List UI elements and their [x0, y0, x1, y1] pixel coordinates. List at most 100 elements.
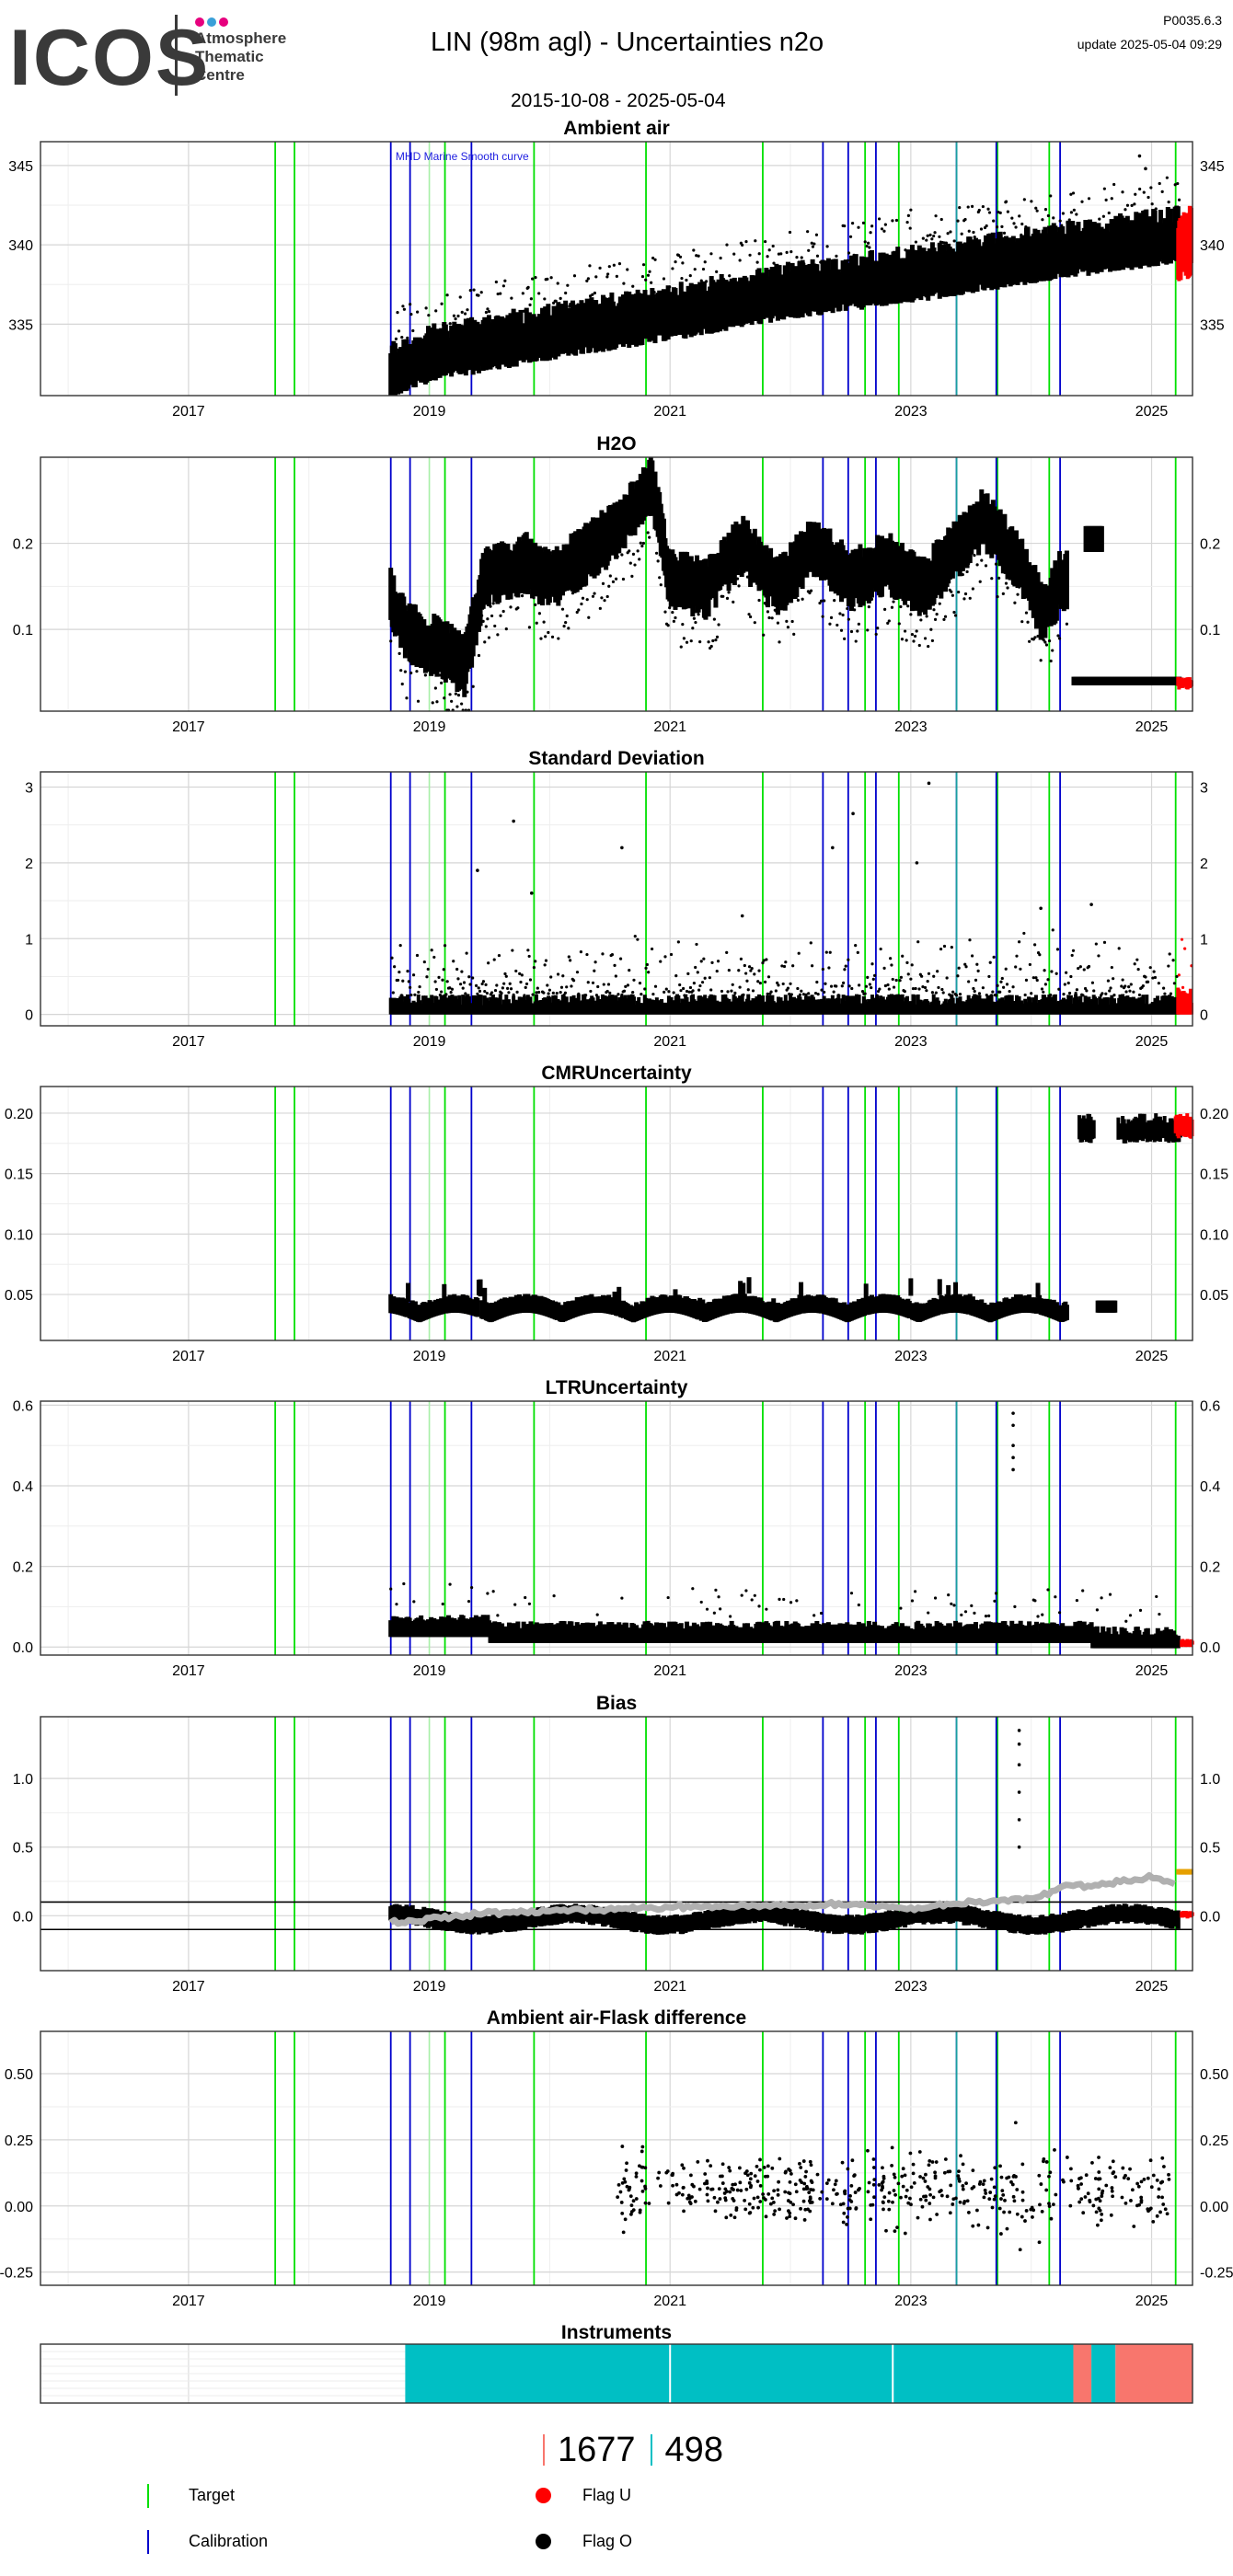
data-point [691, 989, 695, 993]
data-point [708, 976, 711, 980]
logo-subtitle-line: Atmosphere [195, 29, 287, 47]
data-point [607, 265, 611, 269]
data-point [942, 944, 947, 949]
x-tick-label: 2023 [894, 1349, 928, 1364]
data-point [1057, 1611, 1062, 1615]
data-point [503, 972, 507, 976]
data-point [879, 947, 882, 951]
data-point [1074, 991, 1077, 995]
data-point [606, 983, 611, 986]
data-point [870, 224, 874, 228]
data-point [970, 1604, 974, 1607]
data-series-flag-o [388, 457, 1182, 712]
data-point [486, 307, 490, 311]
data-point [1028, 962, 1031, 967]
data-point [441, 978, 444, 982]
data-point [700, 981, 705, 984]
data-point [559, 985, 564, 989]
data-point [847, 958, 850, 961]
version-label: P0035.6.3 [1163, 13, 1222, 28]
data-point [1080, 200, 1084, 203]
logo-dots-icon [195, 15, 231, 31]
data-point [865, 244, 869, 248]
data-point [754, 239, 757, 243]
data-point [523, 994, 526, 997]
y-tick-label-right: 0.10 [1200, 1227, 1228, 1243]
data-point [980, 558, 984, 562]
data-point [671, 267, 674, 270]
data-point [916, 940, 920, 944]
data-point [808, 591, 812, 595]
data-point [1071, 191, 1076, 195]
data-point [401, 305, 405, 308]
data-point [917, 643, 921, 648]
data-point [455, 705, 459, 708]
data-point [407, 980, 410, 983]
data-point [749, 615, 753, 619]
data-point [648, 270, 651, 273]
data-point [1173, 183, 1177, 187]
data-point [565, 985, 569, 989]
y-tick-label-right: -0.25 [1200, 2266, 1233, 2282]
data-point [738, 985, 742, 989]
data-point [613, 963, 616, 967]
data-point [591, 293, 594, 296]
data-point [1112, 182, 1116, 187]
data-point [883, 983, 887, 988]
data-point [823, 599, 826, 603]
data-point [843, 224, 847, 228]
data-point [1135, 958, 1139, 961]
data-point [802, 262, 806, 266]
data-point [513, 1603, 517, 1606]
data-point [697, 613, 700, 616]
data-point [778, 1597, 781, 1601]
data-point [562, 625, 566, 628]
data-point [528, 303, 532, 306]
data-point [1049, 993, 1053, 997]
data-point [967, 980, 971, 983]
data-point [870, 597, 874, 601]
data-point [668, 285, 672, 289]
data-point [587, 615, 591, 619]
data-point [667, 990, 671, 994]
data-band [738, 1281, 743, 1296]
data-point [899, 1606, 903, 1610]
data-point [1000, 224, 1004, 228]
data-point [958, 993, 962, 996]
data-point [454, 692, 457, 696]
data-point [767, 615, 771, 620]
data-point [1017, 1790, 1021, 1794]
data-point [624, 984, 628, 988]
data-point [890, 963, 893, 967]
data-point [935, 613, 939, 616]
data-point [812, 242, 816, 246]
data-point [933, 1596, 938, 1600]
data-point [792, 632, 796, 636]
y-tick-label-right: 0.50 [1200, 2067, 1228, 2083]
data-point [697, 988, 701, 992]
data-point [1038, 953, 1042, 957]
data-point [636, 549, 640, 553]
data-point [458, 983, 463, 986]
data-point [939, 947, 943, 951]
data-point [912, 639, 916, 643]
data-point [883, 223, 887, 226]
chart-annotation: MHD Marine Smooth curve [396, 150, 529, 163]
y-tick-label-right: 0.25 [1200, 2133, 1228, 2149]
y-tick-label: 0.4 [13, 1479, 33, 1495]
data-point [1024, 611, 1029, 615]
data-point [418, 984, 421, 989]
data-point [614, 974, 617, 978]
data-point [1050, 970, 1054, 973]
data-point [1152, 970, 1156, 973]
data-point [444, 993, 448, 996]
data-point [920, 974, 924, 978]
data-point [914, 240, 917, 244]
data-point [791, 964, 795, 968]
data-point [572, 302, 576, 305]
data-point [1012, 222, 1016, 225]
data-point [550, 635, 555, 638]
data-point [1011, 1423, 1015, 1428]
data-point [571, 979, 576, 983]
